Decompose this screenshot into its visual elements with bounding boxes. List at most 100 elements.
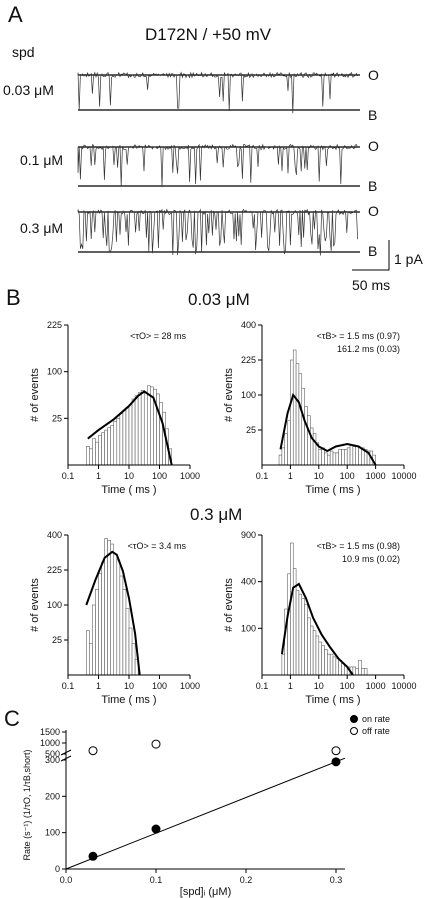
histogram-bar (301, 388, 305, 466)
y-tick-label: 100 (241, 623, 256, 633)
histogram-bar (312, 630, 317, 676)
panel-a-title: D172N / +50 mV (145, 25, 272, 44)
histogram-bar (116, 559, 121, 676)
fit-curve (87, 390, 173, 466)
histogram-bar (329, 450, 334, 466)
y-axis-label: Rate (s⁻¹) (1/τO, 1/τB,short) (22, 750, 32, 861)
x-tick-label: 1000 (366, 471, 386, 481)
x-tick-label: 10 (124, 681, 134, 691)
x-tick-label: 100 (152, 681, 167, 691)
x-tick-label: 0.1 (150, 875, 163, 885)
linear-fit (65, 757, 346, 870)
histogram-bar (95, 588, 99, 676)
histogram-blocked-0-03: 0.1 1 10 100 1000 10000 25 100 225 400 Time ( ms )… (223, 320, 417, 496)
fit-curve (85, 550, 141, 676)
histogram-bar (304, 603, 308, 676)
y-tick-label: 25 (246, 425, 256, 435)
trace-3-concentration: 0.3 μM (20, 220, 63, 236)
histogram-bar (335, 452, 339, 466)
histogram-bar (341, 663, 345, 676)
histogram-bar (131, 643, 136, 676)
histogram-bar (287, 573, 291, 676)
group-2-concentration: 0.3 μM (190, 505, 242, 524)
histogram-bar (310, 625, 314, 676)
histogram-bar (107, 540, 111, 676)
histogram-bar (122, 588, 127, 676)
on-rate-point (88, 851, 98, 861)
histogram-bar (358, 659, 362, 676)
histogram-bar (86, 446, 90, 466)
trace-1-current (77, 71, 358, 114)
off-rate-point (151, 739, 161, 749)
x-tick-label: 0.1 (62, 471, 75, 481)
y-axis-label: # of events (223, 368, 235, 422)
scale-time-label: 50 ms (352, 277, 390, 293)
y-tick-label: 1000 (40, 738, 60, 748)
histogram-bar (89, 643, 93, 676)
trace-3-blocked-label: B (368, 243, 377, 259)
x-tick-label: 1 (96, 471, 101, 481)
x-tick-label: 10000 (391, 681, 416, 691)
y-tick-label: 225 (241, 355, 256, 365)
histogram-bar (332, 452, 337, 466)
histogram-bar (349, 444, 354, 466)
histogram-bar (287, 420, 291, 466)
histogram-bar (292, 349, 297, 466)
histogram-bar (143, 392, 148, 466)
x-axis-label: Time ( ms ) (305, 694, 360, 706)
x-tick-label: 10000 (391, 471, 416, 481)
y-tick-label: 200 (45, 791, 60, 801)
on-rate-point (151, 824, 161, 834)
y-tick-label: 0 (55, 864, 60, 874)
histogram-bar (101, 561, 105, 676)
histogram-bar (159, 402, 163, 466)
histogram-bar (352, 666, 356, 676)
histogram-bar (321, 645, 325, 676)
histogram-bar (278, 454, 283, 466)
histogram-bar (95, 441, 99, 466)
histogram-bar (110, 543, 115, 676)
histogram-bar (281, 653, 285, 676)
histogram-bar (327, 454, 331, 466)
histogram-bar (341, 449, 345, 466)
histogram-bar (92, 438, 96, 466)
histogram-bar (304, 406, 308, 466)
histogram-bar (318, 449, 322, 466)
y-tick-label: 1500 (40, 727, 60, 737)
histogram-bar (107, 427, 111, 466)
x-tick-label: 1000 (180, 681, 200, 691)
time-constant-annotation: <τB> = 1.5 ms (0.98) (317, 541, 400, 551)
legend-marker (350, 715, 358, 723)
time-constant-annotation: <τO> = 3.4 ms (128, 541, 187, 551)
histogram-bar (119, 575, 124, 676)
histogram-bar (131, 398, 136, 466)
trace-3-current (77, 208, 358, 256)
histogram-bar (352, 446, 356, 466)
histogram-bar (321, 447, 325, 466)
y-tick-label: 900 (241, 530, 256, 540)
histogram-blocked-0-3: 0.1 1 10 100 1000 10000 100 400 900 Time ( ms ) # … (223, 530, 417, 706)
histogram-bar (295, 363, 300, 466)
y-tick-label: 225 (47, 565, 62, 575)
histogram-bar (301, 598, 305, 676)
histogram-bar (125, 608, 130, 676)
y-tick-label: 500 (45, 749, 60, 759)
y-axis-label: # of events (223, 578, 235, 632)
histogram-bar (128, 404, 133, 466)
histogram-open-0-03: 0.1 1 10 100 1000 25 100 225 Time ( ms ) # of eve… (29, 320, 200, 496)
histogram-bar (104, 429, 108, 466)
histogram-bar (315, 635, 320, 676)
histogram-bar (324, 649, 328, 676)
x-axis-label: Time ( ms ) (101, 484, 156, 496)
histogram-bar (290, 359, 294, 466)
trace-1-blocked-label: B (368, 107, 377, 123)
histogram-bar (281, 447, 285, 466)
histogram-bar (338, 449, 342, 466)
time-constant-annotation: <τO> = 28 ms (130, 331, 186, 341)
panel-b: B 0.03 μM 0.3 μM 0.1 1 10 100 1000 25 100 225 Ti… (6, 285, 417, 706)
histogram-bar (89, 448, 93, 466)
off-rate-point (88, 746, 98, 756)
fit-curve (279, 392, 377, 466)
